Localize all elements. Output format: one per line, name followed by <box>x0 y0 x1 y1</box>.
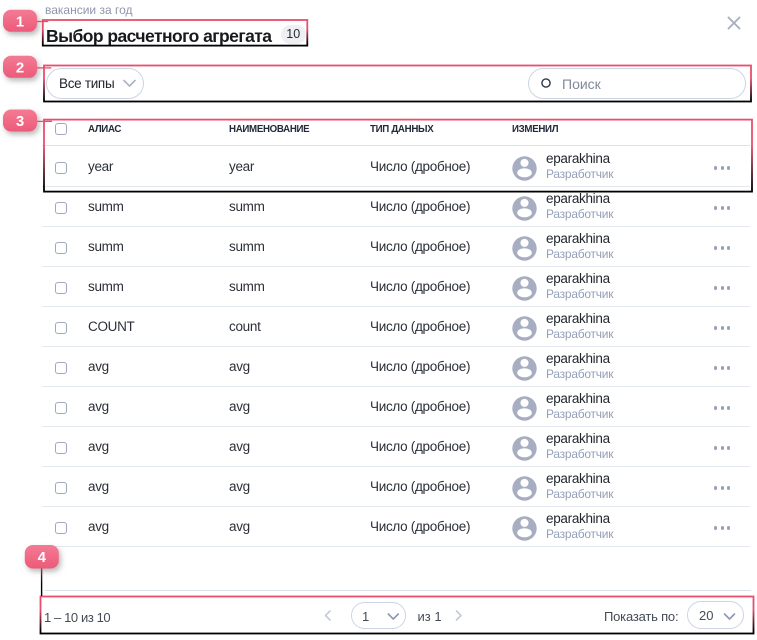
svg-text:3: 3 <box>16 113 24 130</box>
svg-text:4: 4 <box>38 549 47 566</box>
svg-text:2: 2 <box>16 59 24 76</box>
svg-text:1: 1 <box>16 13 24 30</box>
